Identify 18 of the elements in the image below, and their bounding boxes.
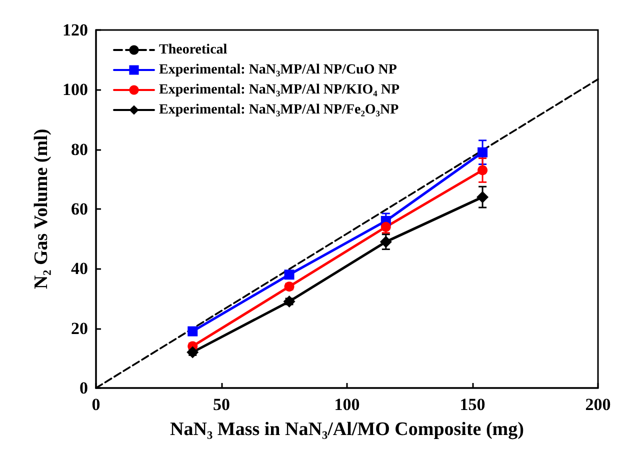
y-tick-label: 120	[62, 20, 88, 40]
y-tick-label: 20	[71, 318, 88, 338]
legend-label: Experimental: NaN₃MP/Al NP/KIO₄ NP	[159, 82, 400, 98]
legend-label: Experimental: NaN₃MP/Al NP/Fe₂O₃NP	[159, 102, 400, 118]
y-tick-label: 60	[71, 200, 88, 218]
y-tick-label: 40	[71, 259, 88, 278]
y-tick-label: 100	[62, 80, 88, 100]
y-axis-title: N₂ Gas Volume (ml)	[31, 128, 52, 290]
x-tick-label: 50	[213, 395, 230, 414]
x-tick-label: 100	[334, 395, 360, 414]
y-tick-label: 0	[80, 378, 88, 398]
y-tick-label: 80	[71, 140, 88, 159]
legend-label: Theoretical	[159, 42, 228, 58]
legend-label: Experimental: NaN₃MP/Al NP/CuO NP	[159, 62, 398, 78]
x-axis-title: NaN₃ Mass in NaN₃/Al/MO Composite (mg)	[170, 419, 524, 440]
x-tick-label: 150	[460, 395, 486, 414]
x-tick-label: 0	[92, 395, 100, 414]
x-tick-label: 200	[585, 395, 611, 414]
